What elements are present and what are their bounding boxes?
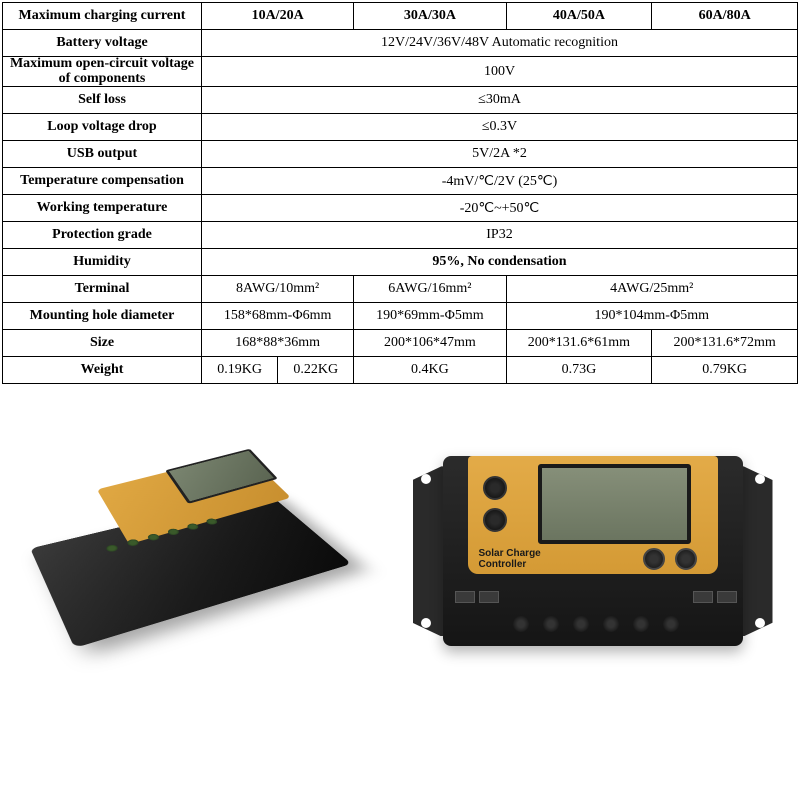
label: Size [3,330,202,357]
row-mounting-hole: Mounting hole diameter 158*68mm-Φ6mm 190… [3,303,798,330]
label: Humidity [3,249,202,276]
mount-hole-icon [421,474,431,484]
button-icon [643,548,665,570]
row-battery-voltage: Battery voltage 12V/24V/36V/48V Automati… [3,30,798,57]
mount-hole-icon [421,618,431,628]
label: Loop voltage drop [3,114,202,141]
label: Battery voltage [3,30,202,57]
row-terminal: Terminal 8AWG/10mm² 6AWG/16mm² 4AWG/25mm… [3,276,798,303]
button-icon [675,548,697,570]
row-weight: Weight 0.19KG 0.22KG 0.4KG 0.73G 0.79KG [3,357,798,384]
cell: 200*131.6*61mm [506,330,652,357]
cell: 190*104mm-Φ5mm [506,303,797,330]
spec-table: Maximum charging current 10A/20A 30A/30A… [2,2,798,384]
usb-port-icon [479,591,499,603]
side-button-column [483,476,507,532]
cell: 200*131.6*72mm [652,330,798,357]
row-usb-output: USB output 5V/2A *2 [3,141,798,168]
terminal-icon [573,616,589,632]
cell: 40A/50A [506,3,652,30]
cell: 30A/30A [354,3,506,30]
usb-port-group-right [693,591,737,603]
usb-port-icon [717,591,737,603]
product-label: Solar Charge Controller [479,548,541,570]
cell: 8AWG/10mm² [202,276,354,303]
cell: 0.4KG [354,357,506,384]
label: Maximum open-circuit voltage of componen… [3,57,202,87]
cell: 100V [202,57,798,87]
label: USB output [3,141,202,168]
button-icon [483,508,507,532]
terminal-row [513,616,679,632]
label: Self loss [3,87,202,114]
row-humidity: Humidity 95%, No condensation [3,249,798,276]
cell: 6AWG/16mm² [354,276,506,303]
label: Working temperature [3,195,202,222]
cell: 12V/24V/36V/48V Automatic recognition [202,30,798,57]
product-perspective-view [28,416,358,676]
row-max-charging-current: Maximum charging current 10A/20A 30A/30A… [3,3,798,30]
terminal-icon [603,616,619,632]
label: Terminal [3,276,202,303]
cell: ≤0.3V [202,114,798,141]
usb-port-icon [455,591,475,603]
terminal-icon [663,616,679,632]
row-loop-voltage-drop: Loop voltage drop ≤0.3V [3,114,798,141]
usb-port-group-left [455,591,499,603]
cell: 10A/20A [202,3,354,30]
cell: -20℃~+50℃ [202,195,798,222]
cell: 0.19KG 0.22KG [202,357,354,384]
cell: 0.73G [506,357,652,384]
cell: ≤30mA [202,87,798,114]
cell: IP32 [202,222,798,249]
product-front-view: Solar Charge Controller [413,436,773,656]
mount-hole-icon [755,618,765,628]
label: Weight [3,357,202,384]
label: Maximum charging current [3,3,202,30]
cell: 95%, No condensation [202,249,798,276]
cell: 60A/80A [652,3,798,30]
button-icon [483,476,507,500]
cell: 200*106*47mm [354,330,506,357]
terminal-icon [633,616,649,632]
row-protection-grade: Protection grade IP32 [3,222,798,249]
row-self-loss: Self loss ≤30mA [3,87,798,114]
label: Temperature compensation [3,168,202,195]
front-button-row [643,548,697,570]
cell: 158*68mm-Φ6mm [202,303,354,330]
cell: 190*69mm-Φ5mm [354,303,506,330]
product-images: Solar Charge Controller [0,386,800,706]
cell: 168*88*36mm [202,330,354,357]
usb-port-icon [693,591,713,603]
row-working-temperature: Working temperature -20℃~+50℃ [3,195,798,222]
label: Mounting hole diameter [3,303,202,330]
row-temp-compensation: Temperature compensation -4mV/℃/2V (25℃) [3,168,798,195]
cell: 5V/2A *2 [202,141,798,168]
terminal-icon [543,616,559,632]
cell: 0.79KG [652,357,798,384]
row-max-open-circuit: Maximum open-circuit voltage of componen… [3,57,798,87]
cell: 4AWG/25mm² [506,276,797,303]
mount-hole-icon [755,474,765,484]
row-size: Size 168*88*36mm 200*106*47mm 200*131.6*… [3,330,798,357]
label: Protection grade [3,222,202,249]
terminal-icon [513,616,529,632]
cell: -4mV/℃/2V (25℃) [202,168,798,195]
product-lcd-screen [538,464,691,544]
